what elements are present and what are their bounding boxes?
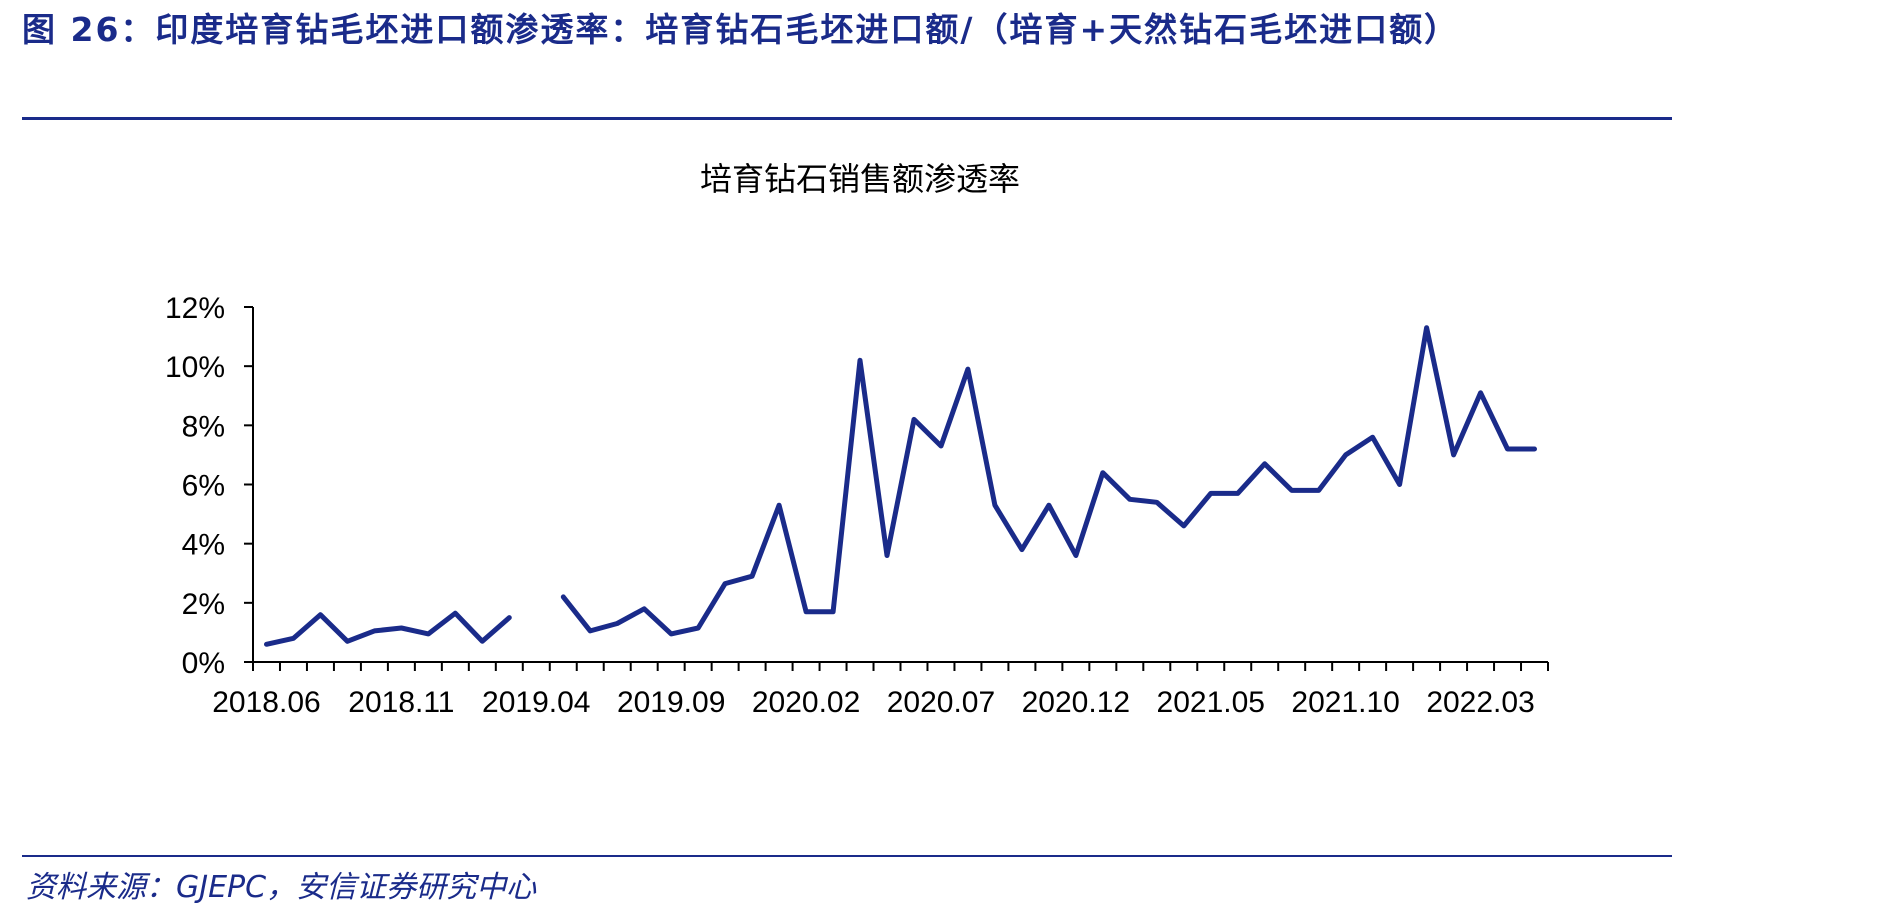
series-line bbox=[264, 610, 512, 647]
x-tick-label: 2018.11 bbox=[348, 686, 454, 719]
series-line bbox=[560, 325, 1537, 637]
x-tick-label: 2021.10 bbox=[1291, 686, 1399, 719]
y-tick-label: 12% bbox=[165, 292, 225, 325]
y-axis-ticks: 0% 2% 4% 6% 8% 10% 12% bbox=[165, 292, 253, 680]
x-axis-ticks: 2018.06 2018.11 2019.04 2019.09 2020.02 2020.… bbox=[212, 662, 1549, 719]
x-tick-label: 2019.09 bbox=[617, 686, 725, 719]
x-tick-label: 2018.06 bbox=[212, 686, 320, 719]
x-tick-label: 2021.05 bbox=[1157, 686, 1265, 719]
series-lines bbox=[264, 325, 1537, 647]
x-tick-label: 2020.12 bbox=[1022, 686, 1130, 719]
title-divider bbox=[22, 117, 1672, 120]
source-divider bbox=[22, 855, 1672, 857]
source-note: 资料来源：GJEPC，安信证券研究中心 bbox=[26, 870, 537, 905]
x-tick-label: 2019.04 bbox=[482, 686, 590, 719]
x-tick-label: 2022.03 bbox=[1426, 686, 1534, 719]
y-tick-label: 8% bbox=[182, 410, 225, 443]
y-tick-label: 10% bbox=[165, 351, 225, 384]
x-tick-label: 2020.07 bbox=[887, 686, 995, 719]
chart-title: 培育钻石销售额渗透率 bbox=[700, 160, 1020, 198]
x-tick-label: 2020.02 bbox=[752, 686, 860, 719]
y-tick-label: 0% bbox=[182, 647, 225, 680]
y-tick-label: 2% bbox=[182, 588, 225, 621]
figure-title: 图 26：印度培育钻毛坯进口额渗透率：培育钻石毛坯进口额/（培育+天然钻石毛坯进… bbox=[22, 10, 1460, 49]
y-tick-label: 4% bbox=[182, 529, 225, 562]
chart: 培育钻石销售额渗透率 0%2%4%6%8%10%12% 2018.06 2018.… bbox=[165, 160, 1549, 719]
y-tick-label: 6% bbox=[182, 470, 225, 503]
